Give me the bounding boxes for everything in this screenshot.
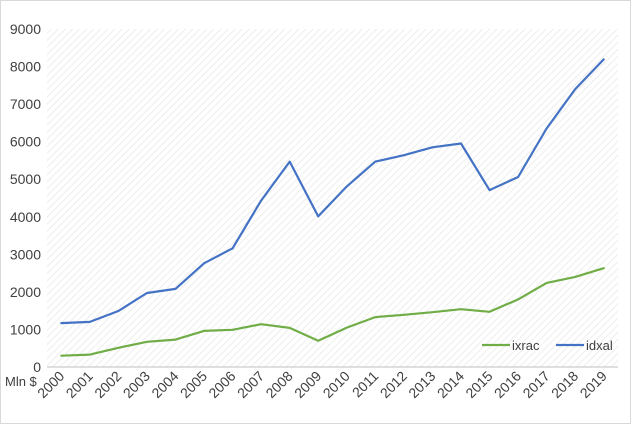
x-tick-label: 2001 — [63, 368, 96, 401]
x-tick-label: 2006 — [205, 368, 238, 401]
x-tick-label: 2008 — [262, 368, 295, 401]
x-tick-label: 2004 — [148, 368, 181, 401]
legend-label-ixrac: ixrac — [512, 338, 540, 353]
y-tick-label: 5000 — [10, 171, 41, 187]
x-tick-label: 2015 — [462, 368, 495, 401]
y-unit-label: Mln $ — [5, 374, 38, 389]
x-tick-label: 2010 — [320, 368, 353, 401]
x-tick-label: 2019 — [577, 368, 610, 401]
x-tick-label: 2018 — [548, 368, 581, 401]
x-tick-label: 2012 — [377, 368, 410, 401]
y-tick-label: 1000 — [10, 321, 41, 337]
y-tick-label: 7000 — [10, 96, 41, 112]
x-tick-label: 2005 — [177, 368, 210, 401]
x-tick-label: 2016 — [491, 368, 524, 401]
series-line-ixrac — [60, 267, 605, 357]
y-tick-label: 9000 — [10, 21, 41, 37]
plot-area — [47, 29, 618, 367]
x-tick-label: 2002 — [91, 368, 124, 401]
x-tick-label: 2003 — [120, 368, 153, 401]
x-tick-label: 2007 — [234, 368, 267, 401]
y-tick-label: 3000 — [10, 246, 41, 262]
y-tick-label: 2000 — [10, 284, 41, 300]
x-tick-label: 2013 — [405, 368, 438, 401]
x-tick-label: 2017 — [519, 368, 552, 401]
x-tick-label: 2009 — [291, 368, 324, 401]
x-tick-label: 2014 — [434, 368, 467, 401]
y-tick-label: 8000 — [10, 59, 41, 75]
y-tick-label: 0 — [33, 359, 41, 375]
y-tick-label: 4000 — [10, 209, 41, 225]
series-line-idxal — [60, 58, 605, 325]
legend-label-idxal: idxal — [586, 338, 613, 353]
y-tick-label: 6000 — [10, 134, 41, 150]
x-tick-label: 2011 — [349, 368, 382, 401]
